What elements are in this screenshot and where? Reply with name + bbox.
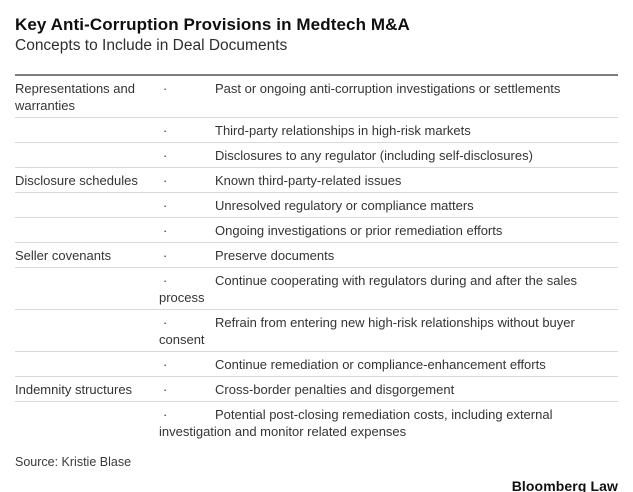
page-title: Key Anti-Corruption Provisions in Medtec… xyxy=(15,15,410,34)
item-text: Preserve documents xyxy=(215,248,335,263)
item-cell: · Cross-border penalties and disgorgement xyxy=(159,381,618,398)
item-cell: · Preserve documents xyxy=(159,247,618,264)
brand-logo: Bloomberg Law xyxy=(511,478,618,492)
category-cell xyxy=(15,272,159,306)
table-row: · Continue remediation or compliance-enha… xyxy=(15,352,618,377)
item-cell: · Continue remediation or compliance-enha… xyxy=(159,356,618,373)
bullet-icon: · xyxy=(163,357,168,372)
table-row: Indemnity structures · Cross-border penalt… xyxy=(15,377,618,402)
table-row: · Refrain from entering new high-risk rel… xyxy=(15,310,618,352)
category-cell: Disclosure schedules xyxy=(15,173,138,188)
bullet-icon: · xyxy=(163,198,168,213)
table-row: · Third-party relationships in high-risk … xyxy=(15,118,618,143)
item-text: Continue cooperating with regulators dur… xyxy=(159,273,578,305)
table-row: · Disclosures to any regulator (including… xyxy=(15,143,618,168)
item-text: Unresolved regulatory or compliance matt… xyxy=(215,198,474,213)
table-row: · Ongoing investigations or prior remedia… xyxy=(15,218,618,243)
category-cell: Representations and warranties xyxy=(15,81,135,113)
source-note: Source: Kristie Blase xyxy=(15,455,132,469)
item-text: Refrain from entering new high-risk rela… xyxy=(159,315,575,347)
category-cell xyxy=(15,122,159,139)
category-cell: Indemnity structures xyxy=(15,382,133,397)
page-subtitle: Concepts to Include in Deal Documents xyxy=(15,37,288,54)
category-cell: Seller covenants xyxy=(15,248,112,263)
bullet-icon: · xyxy=(163,223,168,238)
item-text: Third-party relationships in high-risk m… xyxy=(215,123,471,138)
category-cell xyxy=(15,356,159,373)
bullet-icon: · xyxy=(163,148,168,163)
table-row: · Continue cooperating with regulators du… xyxy=(15,268,618,310)
item-text: Known third-party-related issues xyxy=(215,173,402,188)
item-cell: · Past or ongoing anti-corruption investi… xyxy=(159,80,618,114)
item-text: Continue remediation or compliance-enhan… xyxy=(215,357,546,372)
item-cell: · Refrain from entering new high-risk rel… xyxy=(159,314,618,348)
item-cell: · Disclosures to any regulator (including… xyxy=(159,147,618,164)
bullet-icon: · xyxy=(163,81,168,96)
bullet-icon: · xyxy=(163,407,168,422)
category-cell xyxy=(15,314,159,348)
item-cell: · Unresolved regulatory or compliance mat… xyxy=(159,197,618,214)
table-row: Disclosure schedules · Known third-party-r… xyxy=(15,168,618,193)
category-cell xyxy=(15,222,159,239)
provisions-table: Representations and warranties · Past or o… xyxy=(15,74,618,443)
table-row: · Unresolved regulatory or compliance mat… xyxy=(15,193,618,218)
table-row: Representations and warranties · Past or o… xyxy=(15,76,618,118)
category-cell xyxy=(15,197,159,214)
category-cell xyxy=(15,406,159,440)
item-cell: · Ongoing investigations or prior remedia… xyxy=(159,222,618,239)
item-cell: · Third-party relationships in high-risk … xyxy=(159,122,618,139)
table-row: Seller covenants · Preserve documents xyxy=(15,243,618,268)
item-text: Ongoing investigations or prior remediat… xyxy=(215,223,503,238)
category-cell xyxy=(15,147,159,164)
item-cell: · Continue cooperating with regulators du… xyxy=(159,272,618,306)
bullet-icon: · xyxy=(163,248,168,263)
bullet-icon: · xyxy=(163,315,168,330)
bullet-icon: · xyxy=(163,123,168,138)
item-text: Cross-border penalties and disgorgement xyxy=(215,382,455,397)
item-text: Past or ongoing anti-corruption investig… xyxy=(215,81,561,96)
item-text: Disclosures to any regulator (including … xyxy=(215,148,533,163)
table-row: · Potential post-closing remediation cost… xyxy=(15,402,618,443)
bullet-icon: · xyxy=(163,173,168,188)
bullet-icon: · xyxy=(163,273,168,288)
item-cell: · Potential post-closing remediation cost… xyxy=(159,406,618,440)
item-cell: · Known third-party-related issues xyxy=(159,172,618,189)
bullet-icon: · xyxy=(163,382,168,397)
item-text: Potential post-closing remediation costs… xyxy=(159,407,553,439)
